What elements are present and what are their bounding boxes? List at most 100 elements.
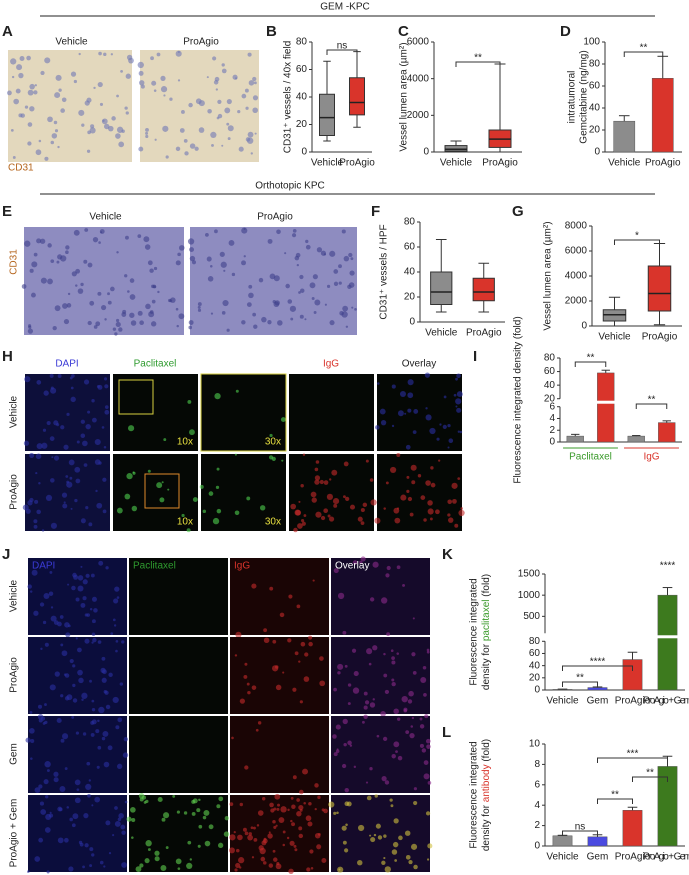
bar	[552, 835, 573, 847]
image-texture	[198, 798, 201, 802]
image-texture	[115, 640, 119, 643]
image-texture	[314, 299, 321, 306]
image-texture	[97, 384, 103, 390]
image-texture	[110, 286, 115, 292]
image-texture	[454, 523, 459, 528]
image-texture	[40, 809, 47, 815]
image-texture	[341, 825, 347, 831]
image-label: ProAgio	[183, 37, 219, 48]
image-texture	[282, 671, 285, 674]
image-texture	[59, 615, 64, 619]
image-texture	[71, 271, 77, 277]
micrograph	[331, 795, 430, 872]
image-texture	[115, 133, 121, 139]
image-texture	[145, 131, 149, 135]
image-texture	[342, 840, 347, 845]
image-texture	[267, 238, 273, 244]
image-texture	[274, 793, 281, 800]
image-texture	[108, 852, 112, 855]
image-texture	[67, 292, 71, 296]
image-texture	[397, 410, 404, 417]
image-texture	[177, 867, 181, 871]
image-texture	[44, 642, 49, 647]
image-texture	[442, 424, 447, 430]
image-texture	[35, 149, 42, 156]
image-texture	[366, 795, 372, 801]
image-texture	[273, 825, 277, 829]
image-texture	[149, 310, 154, 314]
image-texture	[229, 802, 234, 807]
image-texture	[280, 417, 286, 423]
image-texture	[83, 259, 88, 264]
y-axis-label-part: (fold)	[481, 739, 492, 765]
image-texture	[56, 717, 62, 724]
image-texture	[191, 260, 197, 265]
image-texture	[278, 817, 285, 823]
image-texture	[263, 637, 270, 644]
image-texture	[49, 570, 53, 574]
image-texture	[256, 824, 260, 827]
image-texture	[63, 318, 70, 325]
image-texture	[385, 481, 389, 485]
image-texture	[70, 71, 77, 77]
image-texture	[70, 396, 76, 403]
image-texture	[314, 783, 319, 788]
image-texture	[83, 813, 89, 819]
image-texture	[165, 155, 169, 159]
image-texture	[380, 711, 386, 717]
image-texture	[427, 843, 433, 849]
image-texture	[245, 106, 249, 110]
image-texture	[233, 831, 236, 834]
panel-letter: H	[2, 348, 13, 365]
image-texture	[90, 124, 95, 129]
image-texture	[430, 482, 436, 488]
image-texture	[57, 621, 62, 627]
image-texture	[391, 754, 396, 759]
image-texture	[408, 690, 414, 697]
image-texture	[223, 831, 230, 837]
x-tick-label: Vehicle	[608, 158, 641, 169]
image-texture	[57, 145, 60, 149]
image-texture	[298, 660, 301, 663]
image-texture	[60, 425, 65, 430]
image-texture	[246, 302, 252, 307]
image-texture	[215, 485, 220, 489]
y-tick-label: 2	[534, 820, 540, 831]
image-texture	[181, 513, 185, 518]
image-texture	[391, 660, 396, 665]
image-texture	[314, 479, 320, 485]
image-texture	[84, 638, 90, 644]
image-texture	[310, 491, 317, 498]
image-texture	[50, 478, 55, 483]
image-texture	[241, 227, 248, 234]
image-texture	[103, 52, 107, 57]
image-texture	[124, 800, 128, 804]
y-tick-label: 4	[549, 413, 555, 424]
image-texture	[263, 837, 267, 841]
image-texture	[16, 64, 23, 71]
image-texture	[80, 602, 86, 608]
image-texture	[101, 426, 105, 429]
image-texture	[395, 750, 398, 753]
image-texture	[447, 423, 451, 428]
image-texture	[269, 433, 273, 438]
image-texture	[175, 307, 179, 311]
image-texture	[36, 443, 43, 450]
image-texture	[60, 738, 65, 743]
image-texture	[121, 830, 126, 835]
image-texture	[153, 266, 158, 271]
significance-bracket	[632, 776, 668, 782]
column-header: Overlay	[335, 561, 369, 572]
image-texture	[261, 797, 266, 801]
significance-label: **	[474, 53, 482, 64]
image-texture	[390, 649, 394, 653]
image-texture	[326, 284, 331, 289]
image-texture	[168, 298, 172, 303]
image-texture	[186, 528, 191, 533]
y-tick-label: 6000	[407, 37, 430, 48]
image-texture	[43, 593, 50, 599]
image-texture	[272, 639, 277, 644]
y-axis-label: Vessel lumen area (µm²)	[399, 42, 410, 151]
significance-label: ns	[575, 822, 586, 833]
image-texture	[176, 324, 179, 328]
